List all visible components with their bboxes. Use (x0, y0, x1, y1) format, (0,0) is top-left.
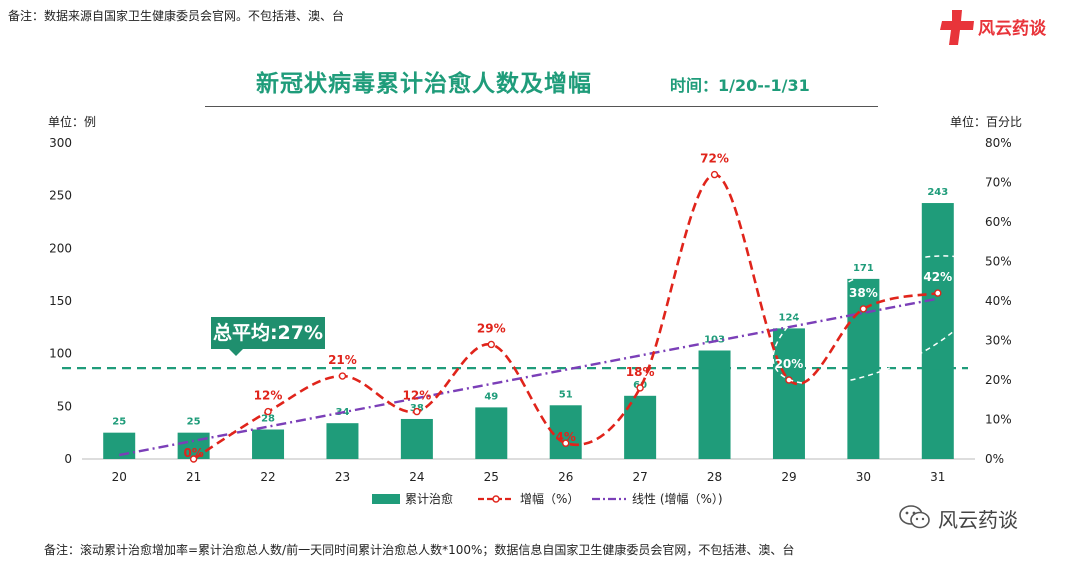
bar-value-label: 25 (187, 417, 201, 428)
x-tick-label: 23 (335, 470, 350, 484)
y-tick-label: 200 (49, 241, 72, 255)
y2-tick-label: 80% (985, 136, 1012, 150)
y2-tick-label: 40% (985, 294, 1012, 308)
logo-text: 风云药谈 (978, 19, 1046, 39)
bar-value-label: 51 (559, 389, 573, 400)
x-tick-label: 21 (186, 470, 201, 484)
growth-point (636, 384, 644, 392)
bar-value-label: 243 (927, 187, 948, 198)
x-tick-label: 24 (409, 470, 424, 484)
growth-value-label: 4% (556, 430, 576, 444)
y2-tick-label: 30% (985, 334, 1012, 348)
x-tick-label: 30 (856, 470, 871, 484)
x-tick-label: 25 (484, 470, 499, 484)
bar (400, 418, 433, 459)
growth-value-label: 20% (775, 357, 804, 371)
growth-value-label: 38% (849, 286, 878, 300)
average-badge: 总平均:27% (211, 317, 325, 356)
right-axis-unit: 单位：百分比 (950, 115, 1023, 129)
x-tick-label: 22 (260, 470, 275, 484)
y2-tick-label: 10% (985, 413, 1012, 427)
trend-line (118, 297, 939, 457)
growth-value-label: 72% (700, 152, 729, 166)
bar (772, 328, 805, 459)
left-axis-unit: 单位：例 (48, 115, 97, 129)
x-tick-label: 31 (930, 470, 945, 484)
bar-value-label: 171 (853, 263, 874, 274)
growth-value-label: 21% (328, 353, 357, 367)
y2-tick-label: 70% (985, 176, 1012, 190)
wechat-icon (899, 505, 930, 529)
bar (326, 423, 359, 459)
legend-label: 增幅（%） (520, 491, 579, 506)
bar-value-label: 124 (779, 312, 800, 323)
red-cross-icon (940, 10, 974, 45)
growth-value-label: 18% (626, 365, 655, 379)
y-tick-label: 50 (57, 399, 72, 413)
top-note: 备注：数据来源自国家卫生健康委员会官网。不包括港、澳、台 (8, 9, 345, 23)
growth-value-label: 0% (183, 446, 203, 460)
x-tick-label: 28 (707, 470, 722, 484)
x-tick-label: 26 (558, 470, 573, 484)
growth-value-label: 29% (477, 321, 506, 335)
bar-value-label: 103 (704, 335, 725, 346)
growth-value-label: 42% (923, 270, 952, 284)
bar-value-label: 25 (112, 417, 126, 428)
x-tick-label: 29 (781, 470, 796, 484)
growth-value-label: 12% (403, 389, 432, 403)
watermark: 风云药谈 (898, 502, 1058, 534)
bar (698, 350, 731, 459)
y2-tick-label: 20% (985, 373, 1012, 387)
y-tick-label: 100 (49, 347, 72, 361)
y2-tick-label: 60% (985, 215, 1012, 229)
growth-value-label: 12% (254, 389, 283, 403)
growth-point (338, 372, 347, 380)
highlight-ellipse (772, 255, 988, 385)
bar-value-label: 28 (261, 414, 275, 425)
chart-title: 新冠状病毒累计治愈人数及增幅 (256, 71, 592, 97)
bar (177, 432, 210, 459)
bar-value-label: 49 (484, 391, 498, 402)
bar (475, 407, 508, 459)
bar (921, 203, 954, 459)
brand-logo: 风云药谈 (938, 8, 1080, 46)
growth-point (264, 407, 272, 416)
y-tick-label: 250 (49, 189, 72, 203)
legend-label: 累计治愈 (405, 491, 453, 506)
legend-swatch-point (492, 495, 500, 503)
growth-point (413, 407, 421, 416)
title-divider (205, 106, 878, 107)
y2-tick-label: 0% (985, 452, 1004, 466)
bar (549, 405, 582, 459)
legend-label: 线性 (增幅（%）) (632, 491, 723, 506)
growth-point (562, 439, 570, 447)
y-tick-label: 300 (49, 136, 72, 150)
chart-subtitle: 时间：1/20--1/31 (670, 76, 810, 95)
x-tick-label: 27 (632, 470, 647, 484)
growth-point (710, 170, 719, 179)
bar (252, 429, 285, 459)
growth-point (934, 289, 942, 297)
growth-point (189, 455, 198, 463)
bottom-note: 备注：滚动累计治愈增加率=累计治愈总人数/前一天同时间累计治愈总人数*100%；… (44, 543, 795, 557)
growth-point (487, 340, 495, 349)
x-tick-label: 20 (112, 470, 127, 484)
y-tick-label: 0 (64, 452, 72, 466)
y2-tick-label: 50% (985, 255, 1012, 269)
legend-swatch-bar (372, 494, 400, 504)
y-tick-label: 150 (49, 294, 72, 308)
watermark-text: 风云药谈 (938, 508, 1018, 532)
growth-point (859, 305, 868, 313)
